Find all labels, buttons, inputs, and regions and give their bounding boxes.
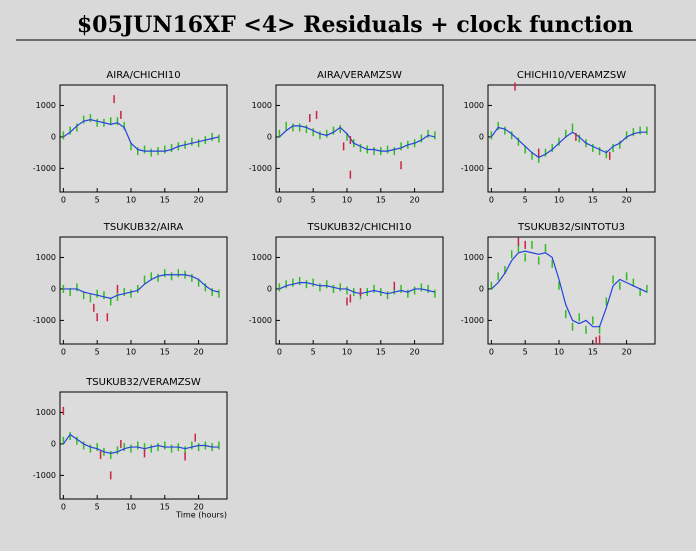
y-tick-label: -1000 — [249, 164, 272, 173]
y-tick-label: 1000 — [464, 101, 484, 110]
plot-area — [275, 236, 444, 345]
panel: TSUKUB32/CHICHI10 0 5 10 15 20 -1000 0 1000 — [249, 222, 444, 357]
x-tick-label: 0 — [277, 196, 282, 205]
plot-area — [487, 236, 656, 345]
panel-title: TSUKUB32/AIRA — [103, 222, 184, 233]
y-tick-label: 0 — [479, 284, 484, 293]
clock-function — [490, 126, 647, 159]
panel: TSUKUB32/AIRA 0 5 10 15 20 -1000 0 1000 — [33, 222, 228, 357]
x-tick-label: 20 — [410, 196, 420, 205]
panel: TSUKUB32/SINTOTU3 0 5 10 15 20 -1000 0 1000 — [461, 222, 656, 357]
x-tick-label: 20 — [622, 348, 632, 357]
y-tick-label: 1000 — [464, 253, 484, 262]
panel-title: TSUKUB32/SINTOTU3 — [517, 222, 625, 233]
x-tick-label: 15 — [588, 196, 598, 205]
plot-area — [59, 236, 228, 345]
y-tick-label: -1000 — [33, 471, 56, 480]
x-tick-label: 15 — [376, 196, 386, 205]
x-tick-label: 20 — [194, 348, 204, 357]
x-tick-label: 10 — [554, 348, 564, 357]
x-tick-label: 15 — [160, 196, 170, 205]
y-tick-label: 1000 — [252, 253, 272, 262]
x-tick-label: 0 — [489, 196, 494, 205]
x-tick-label: 10 — [126, 348, 136, 357]
y-tick-label: 0 — [267, 284, 272, 293]
clock-function — [63, 119, 220, 152]
y-tick-label: 0 — [479, 132, 484, 141]
x-tick-label: 0 — [489, 348, 494, 357]
x-tick-label: 15 — [160, 348, 170, 357]
y-tick-label: -1000 — [33, 164, 56, 173]
x-tick-label: 10 — [126, 196, 136, 205]
figure-title: $05JUN16XF <4> Residuals + clock functio… — [77, 12, 633, 38]
x-axis-label: Time (hours) — [175, 511, 227, 520]
panel: AIRA/VERAMZSW 0 5 10 15 20 -1000 0 1000 — [249, 70, 444, 205]
clock-function — [279, 282, 436, 295]
clock-function — [62, 433, 219, 454]
x-tick-label: 5 — [523, 348, 528, 357]
x-tick-label: 5 — [95, 348, 100, 357]
clock-function — [278, 125, 436, 152]
y-tick-label: 1000 — [36, 101, 56, 110]
panel: CHICHI10/VERAMZSW 0 5 10 15 20 -1000 0 1000 — [461, 70, 656, 205]
panel-title: AIRA/CHICHI10 — [106, 70, 180, 81]
plot-area — [275, 84, 444, 193]
clock-function — [63, 274, 220, 299]
panel: AIRA/CHICHI10 0 5 10 15 20 -1000 0 1000 — [33, 70, 228, 205]
x-tick-label: 0 — [61, 503, 66, 512]
clock-function — [490, 250, 648, 328]
y-tick-label: 0 — [51, 439, 56, 448]
x-tick-label: 20 — [194, 503, 204, 512]
x-tick-label: 0 — [61, 348, 66, 357]
panel: TSUKUB32/VERAMZSW 0 5 10 15 20 -1000 0 1000 Time … — [33, 377, 228, 520]
x-tick-label: 20 — [194, 196, 204, 205]
y-tick-label: 0 — [51, 132, 56, 141]
x-tick-label: 5 — [523, 196, 528, 205]
y-tick-label: 1000 — [36, 408, 56, 417]
y-tick-label: -1000 — [249, 316, 272, 325]
y-tick-label: -1000 — [33, 316, 56, 325]
plot-area — [487, 84, 656, 193]
x-tick-label: 10 — [554, 196, 564, 205]
x-tick-label: 0 — [61, 196, 66, 205]
x-tick-label: 10 — [342, 348, 352, 357]
y-tick-label: 1000 — [36, 253, 56, 262]
panel-title: TSUKUB32/VERAMZSW — [85, 377, 201, 388]
y-tick-label: 0 — [267, 132, 272, 141]
x-tick-label: 5 — [95, 196, 100, 205]
y-tick-label: -1000 — [461, 316, 484, 325]
x-tick-label: 10 — [126, 503, 136, 512]
panel-title: CHICHI10/VERAMZSW — [517, 70, 626, 81]
x-tick-label: 10 — [342, 196, 352, 205]
x-tick-label: 20 — [410, 348, 420, 357]
x-tick-label: 15 — [376, 348, 386, 357]
panel-title: AIRA/VERAMZSW — [317, 70, 402, 81]
y-tick-label: 0 — [51, 284, 56, 293]
y-tick-label: 1000 — [252, 101, 272, 110]
x-tick-label: 0 — [277, 348, 282, 357]
panel-title: TSUKUB32/CHICHI10 — [307, 222, 412, 233]
x-tick-label: 5 — [95, 503, 100, 512]
x-tick-label: 15 — [588, 348, 598, 357]
x-tick-label: 20 — [622, 196, 632, 205]
x-tick-label: 5 — [311, 196, 316, 205]
x-tick-label: 15 — [160, 503, 170, 512]
y-tick-label: -1000 — [461, 164, 484, 173]
x-tick-label: 5 — [311, 348, 316, 357]
plot-area — [59, 84, 228, 193]
